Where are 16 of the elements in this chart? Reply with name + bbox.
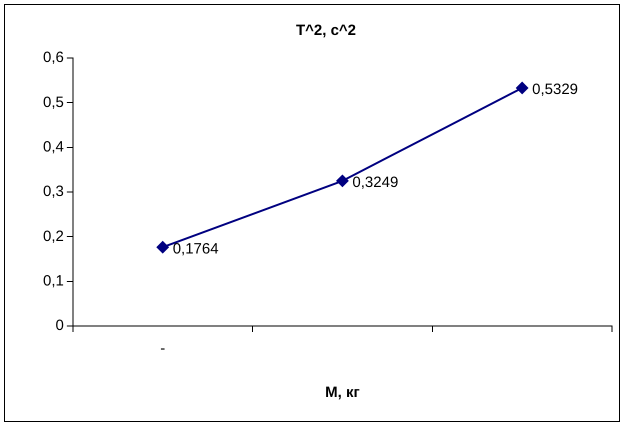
point bbox=[336, 174, 348, 187]
data-label: 0,3249 bbox=[352, 174, 398, 192]
y-tick-label: 0,3 bbox=[42, 183, 64, 200]
y-tick-label: 0,6 bbox=[42, 49, 64, 66]
data-label: 0,1764 bbox=[172, 240, 219, 258]
x-axis-title: М, кг bbox=[325, 384, 360, 402]
y-tick-label: 0,5 bbox=[42, 94, 64, 111]
chart-title: T^2, с^2 bbox=[296, 22, 356, 40]
y-tick-label: 0,2 bbox=[42, 228, 64, 245]
point bbox=[516, 82, 528, 94]
y-tick-label: 0 bbox=[56, 317, 64, 334]
y-tick-label: 0,1 bbox=[42, 272, 64, 290]
data-label: 0,5329 bbox=[532, 81, 578, 98]
x-tick-label: - bbox=[160, 340, 166, 358]
y-tick-label: 0,4 bbox=[42, 138, 64, 156]
point bbox=[156, 241, 169, 254]
